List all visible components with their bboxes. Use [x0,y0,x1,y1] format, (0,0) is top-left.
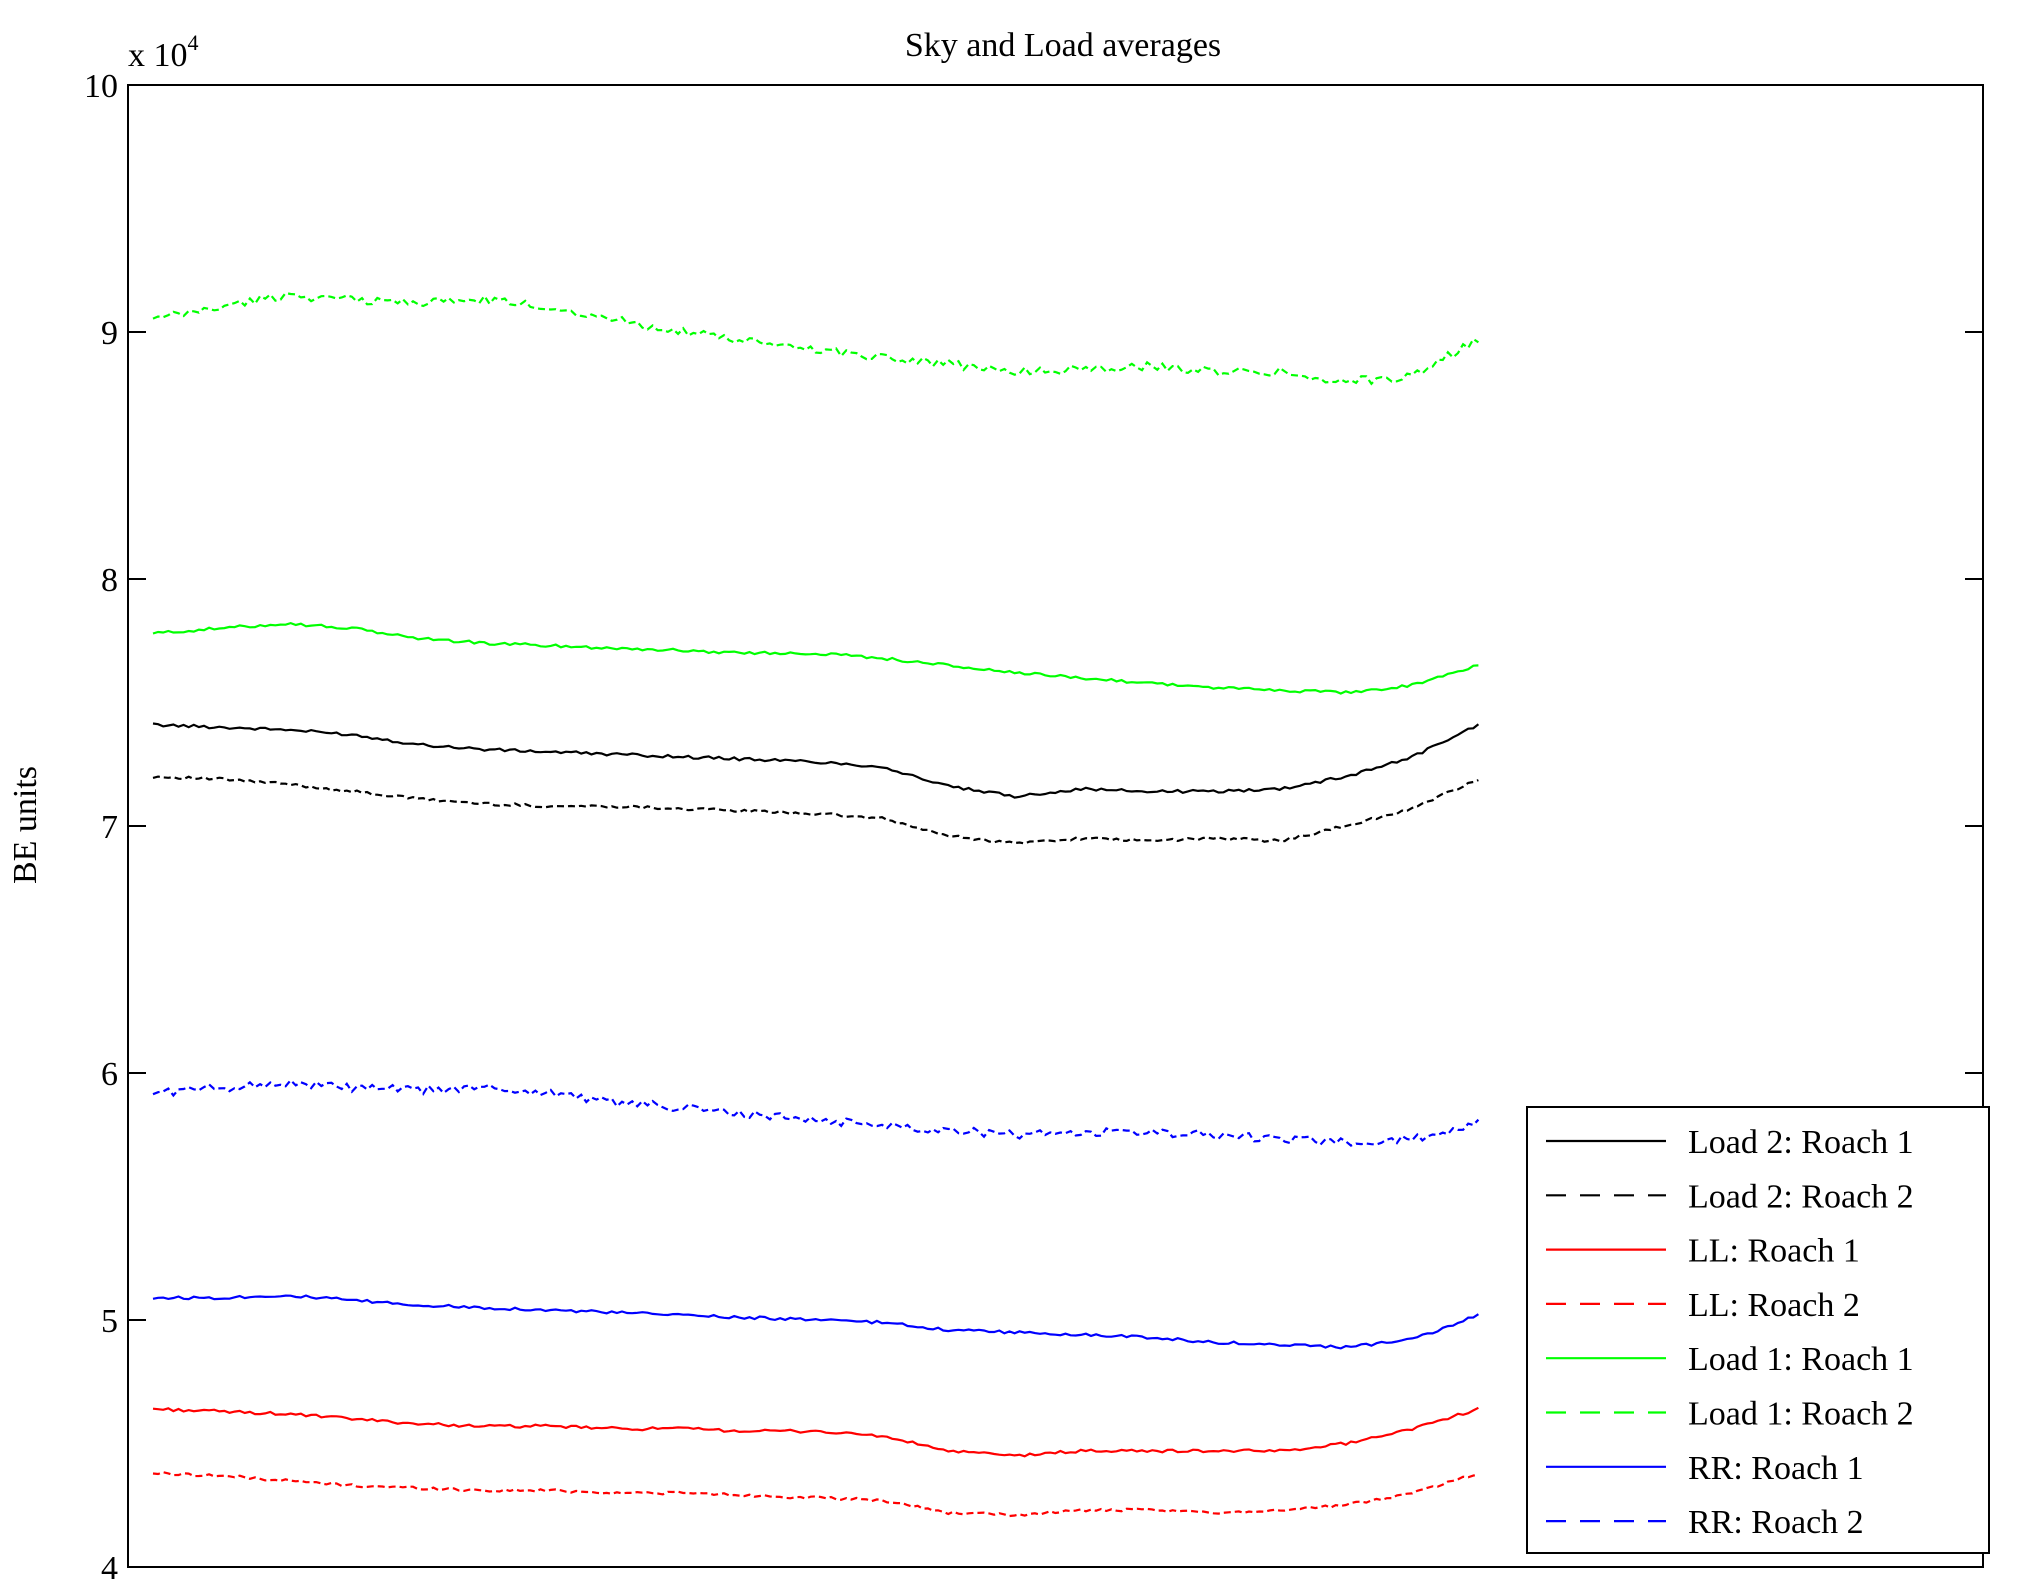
legend-label-6: RR: Roach 1 [1688,1450,1864,1487]
y-multiplier: x 104 [128,30,199,74]
legend-label-7: RR: Roach 2 [1688,1504,1864,1541]
legend-box [1526,1106,1990,1554]
y-multiplier-exponent: 4 [188,30,199,55]
series-line-3 [152,1471,1479,1518]
y-axis-label: BE units [7,766,44,884]
legend-label-4: Load 1: Roach 1 [1688,1341,1914,1378]
legend-label-3: LL: Roach 2 [1688,1287,1860,1324]
y-tick-label-6: 10 [84,68,118,105]
y-tick-label-4: 8 [101,562,118,599]
series-layer [152,291,1480,1518]
y-tick-label-1: 5 [101,1303,118,1340]
chart-title: Sky and Load averages [905,27,1221,64]
y-tick-label-5: 9 [101,315,118,352]
y-tick-label-0: 4 [101,1550,118,1587]
y-tick-label-2: 6 [101,1056,118,1093]
series-line-4 [152,621,1479,695]
y-tick-label-3: 7 [101,809,118,846]
series-line-6 [152,1294,1479,1350]
series-line-0 [152,722,1480,799]
legend-label-2: LL: Roach 1 [1688,1233,1860,1270]
legend-label-5: Load 1: Roach 2 [1688,1396,1914,1433]
plot-frame [127,84,1984,1568]
legend-label-0: Load 2: Roach 1 [1688,1124,1914,1161]
legend-label-1: Load 2: Roach 2 [1688,1178,1914,1215]
legend: Load 2: Roach 1 Load 2: Roach 2 LL: Roach … [1526,1106,1990,1554]
series-line-2 [152,1406,1479,1458]
series-line-7 [152,1078,1480,1147]
series-line-1 [152,775,1479,845]
series-line-5 [152,291,1479,386]
y-multiplier-base: x 10 [128,37,188,74]
